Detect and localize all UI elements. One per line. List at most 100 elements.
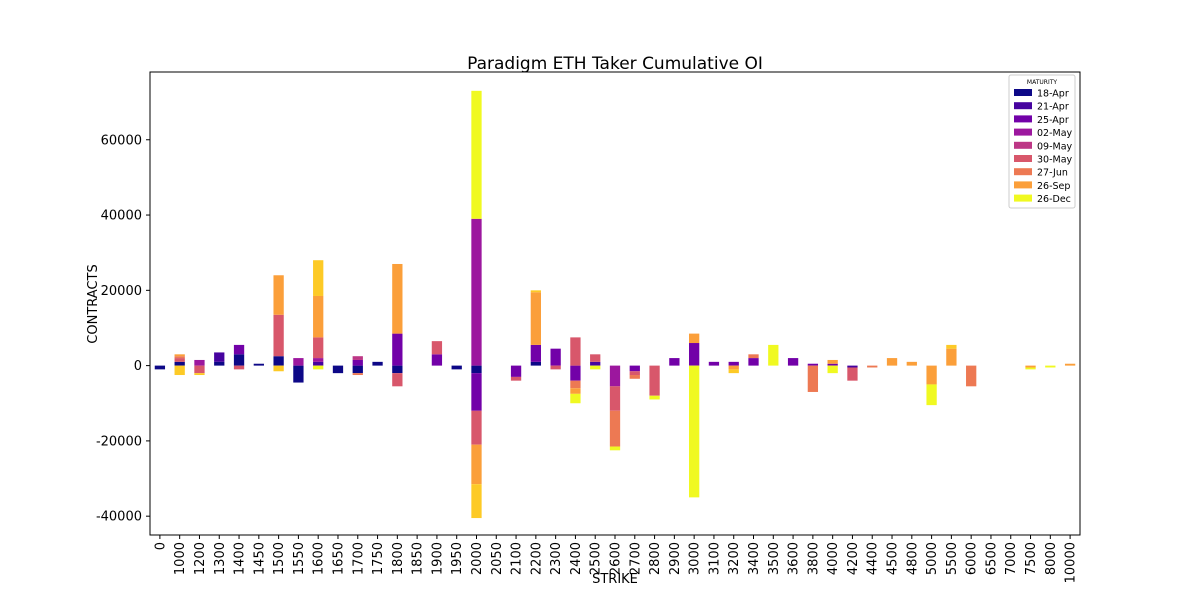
- legend-swatch: [1014, 141, 1032, 149]
- x-tick-label: 1000: [173, 542, 188, 575]
- bar-segment: [570, 380, 581, 389]
- x-tick-label: 0: [153, 542, 168, 550]
- x-tick-label: 4400: [866, 542, 881, 575]
- bar-segment: [827, 363, 838, 366]
- bar-segment: [313, 260, 324, 296]
- x-tick-label: 2000: [470, 542, 485, 575]
- x-tick-label: 8000: [1044, 542, 1059, 575]
- legend-swatch: [1014, 168, 1032, 176]
- bar-segment: [530, 344, 541, 362]
- x-tick-label: 1750: [371, 542, 386, 575]
- bar-segment: [906, 361, 917, 366]
- bar-segment: [194, 373, 205, 376]
- bar-segment: [530, 292, 541, 345]
- x-tick-label: 4500: [886, 542, 901, 575]
- y-tick-label: -40000: [96, 510, 142, 525]
- x-tick-label: 1850: [411, 542, 426, 575]
- x-tick-label: 3100: [707, 542, 722, 575]
- bar-segment: [787, 358, 799, 366]
- bar-segment: [174, 354, 185, 357]
- x-tick-label: 1400: [233, 542, 248, 575]
- x-tick-label: 4000: [826, 542, 841, 575]
- bar-segment: [313, 337, 324, 359]
- bar-segment: [233, 344, 245, 355]
- x-tick-label: 4200: [846, 542, 861, 575]
- legend-swatch: [1014, 128, 1032, 136]
- bar-segment: [1045, 365, 1056, 368]
- bar-segment: [728, 361, 739, 366]
- bar-segment: [926, 365, 937, 385]
- legend-swatch: [1014, 102, 1032, 110]
- bar-segment: [273, 356, 284, 366]
- legend-swatch: [1014, 89, 1032, 96]
- bar-segment: [609, 410, 621, 447]
- bar-segment: [253, 363, 264, 366]
- bar-segment: [392, 263, 403, 334]
- legend-label: 18-Apr: [1037, 89, 1069, 100]
- bar-segment: [590, 365, 601, 370]
- bar-segment: [689, 333, 700, 344]
- x-tick-label: 1900: [430, 542, 445, 575]
- x-tick-label: 2100: [510, 542, 525, 575]
- legend-label: 02-May: [1037, 128, 1073, 139]
- chart-title: Paradigm ETH Taker Cumulative OI: [467, 54, 763, 74]
- bar-segment: [768, 344, 779, 366]
- x-tick-label: 2200: [529, 542, 544, 575]
- x-tick-label: 1300: [213, 542, 228, 575]
- bar-segment: [293, 365, 304, 383]
- bar-segment: [392, 333, 403, 366]
- bar-segment: [174, 356, 185, 359]
- x-tick-label: 2300: [549, 542, 564, 575]
- bar-segment: [570, 393, 581, 404]
- x-tick-label: 1200: [193, 542, 208, 575]
- legend-label: 26-Dec: [1037, 194, 1071, 205]
- bar-segment: [233, 365, 245, 370]
- x-tick-label: 3200: [727, 542, 742, 575]
- bar-segment: [590, 354, 601, 362]
- legend-swatch: [1014, 115, 1032, 123]
- x-tick-label: 3800: [806, 542, 821, 575]
- x-tick-label: 2600: [609, 542, 624, 575]
- bar-segment: [570, 388, 581, 394]
- bar-segment: [530, 290, 541, 293]
- bar-segment: [471, 365, 482, 374]
- bar-segment: [451, 365, 462, 370]
- x-tick-label: 6500: [984, 542, 999, 575]
- bar-segment: [609, 365, 621, 387]
- bar-segment: [629, 365, 640, 372]
- bar-segment: [471, 410, 482, 445]
- x-tick-label: 1600: [312, 542, 327, 575]
- bar-segment: [689, 365, 700, 498]
- bar-segment: [847, 365, 858, 368]
- x-tick-label: 5500: [945, 542, 960, 575]
- bar-segment: [649, 395, 660, 400]
- x-tick-label: 2400: [569, 542, 584, 575]
- bar-segment: [194, 365, 205, 374]
- bar-segment: [174, 361, 185, 366]
- bar-segment: [748, 354, 759, 359]
- legend-label: 27-Jun: [1037, 168, 1068, 179]
- legend-swatch: [1014, 155, 1032, 162]
- bar-segment: [233, 354, 245, 366]
- bar-segment: [550, 365, 561, 370]
- bar-segment: [471, 373, 482, 411]
- bar-segment: [352, 373, 363, 376]
- bar-segment: [174, 365, 185, 376]
- y-tick-label: 20000: [101, 284, 142, 299]
- y-axis-label: CONTRACTS: [86, 264, 101, 343]
- bar-segment: [590, 361, 601, 366]
- bar-segment: [609, 386, 621, 411]
- x-tick-label: 2050: [490, 542, 505, 575]
- y-tick-label: 0: [134, 359, 142, 374]
- x-tick-label: 2500: [589, 542, 604, 575]
- x-tick-label: 3500: [767, 542, 782, 575]
- x-tick-label: 5000: [925, 542, 940, 575]
- legend-swatch: [1014, 181, 1032, 189]
- bar-segment: [728, 369, 739, 374]
- bar-segment: [609, 446, 621, 451]
- bar-segment: [708, 361, 720, 366]
- x-tick-label: 1700: [351, 542, 366, 575]
- x-tick-label: 1950: [450, 542, 465, 575]
